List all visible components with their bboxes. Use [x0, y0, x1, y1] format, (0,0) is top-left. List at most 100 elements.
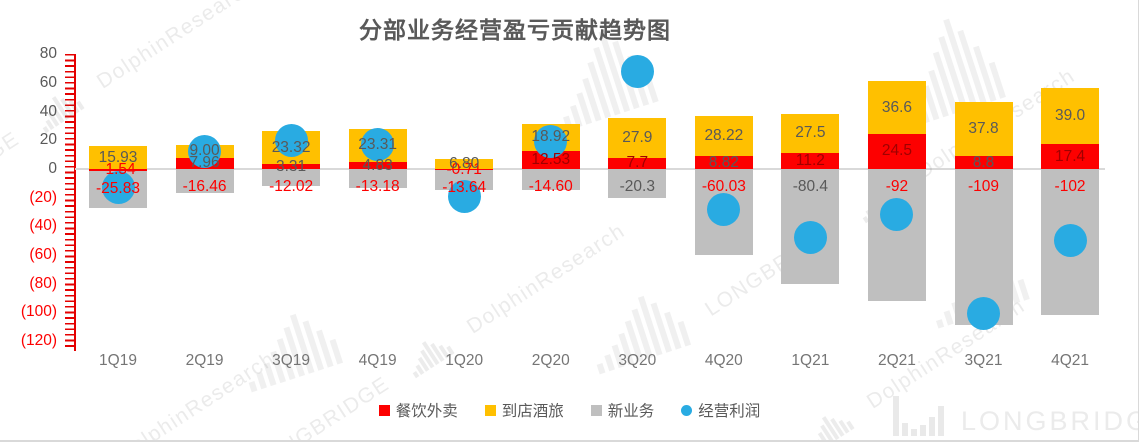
logo-bars-icon	[893, 396, 944, 436]
y-tick-label: 40	[39, 102, 57, 120]
bar-value-label: 8.82	[708, 153, 739, 171]
y-tick-label: (60)	[29, 245, 57, 263]
bar-segment-in-store-hotel-travel	[608, 118, 667, 158]
bar-value-label: -80.4	[792, 178, 829, 195]
x-axis-label: 2Q21	[877, 352, 916, 369]
bar-value-label: 3.31	[276, 157, 307, 175]
legend-marker-icon	[590, 404, 602, 416]
legend-item: 经营利润	[681, 399, 760, 421]
bar-segment-new-initiatives	[175, 169, 234, 193]
operating-profit-dot	[188, 135, 222, 169]
bar-segment-in-store-hotel-travel	[435, 159, 494, 169]
x-axis-label: 3Q19	[272, 352, 311, 369]
watermark-bars-icon	[233, 305, 344, 393]
bar-segment-new-initiatives	[348, 169, 407, 188]
bar-value-label: 7.96	[189, 154, 220, 172]
bar-segment-food-delivery	[608, 157, 667, 169]
chart-legend: 餐饮外卖 到店酒旅 新业务 经营利润	[0, 399, 1138, 421]
y-tick-label: (120)	[20, 331, 57, 349]
bar-value-label: -20.3	[619, 178, 655, 195]
x-axis-label: 1Q21	[791, 352, 830, 369]
operating-profit-dot	[101, 171, 135, 205]
operating-profit-dot	[793, 221, 827, 255]
x-axis-label: 3Q21	[964, 352, 1003, 369]
bar-segment-food-delivery	[1041, 144, 1100, 169]
bar-value-label: -92	[885, 178, 909, 195]
bar-value-label: 6.80	[449, 155, 480, 173]
bar-value-label: 18.92	[531, 128, 571, 146]
y-tick-label: (40)	[29, 217, 57, 235]
legend-marker-icon	[681, 404, 693, 416]
bar-segment-in-store-hotel-travel	[954, 102, 1013, 157]
bar-value-label: 8.8	[972, 153, 995, 171]
bar-value-label: 39.0	[1054, 107, 1086, 125]
bar-segment-new-initiatives	[608, 169, 667, 199]
legend-label: 到店酒旅	[501, 403, 564, 420]
bar-segment-new-initiatives	[262, 169, 321, 187]
y-tick-label: 0	[48, 160, 57, 177]
bar-value-label: 27.9	[622, 128, 653, 146]
legend-marker-icon	[484, 404, 496, 416]
chart-title: 分部业务经营盈亏贡献趋势图	[359, 17, 671, 43]
y-tick-label: 20	[39, 131, 57, 149]
bar-value-label: 28.22	[704, 127, 744, 145]
bar-value-label: 27.5	[795, 124, 826, 142]
bar-value-label: 23.32	[271, 138, 311, 156]
bar-value-label: -16.46	[182, 178, 227, 195]
bar-value-label: 37.8	[968, 120, 999, 138]
y-axis-ruler	[65, 54, 76, 351]
bar-segment-food-delivery	[867, 133, 926, 169]
bar-segment-food-delivery	[954, 156, 1013, 169]
bar-segment-in-store-hotel-travel	[89, 146, 147, 169]
bar-value-label: -60.03	[701, 178, 746, 195]
bar-segment-new-initiatives	[867, 169, 926, 301]
legend-label: 新业务	[607, 403, 655, 420]
operating-profit-dot	[534, 125, 568, 159]
bar-value-label: -13.18	[355, 178, 400, 195]
bar-segment-in-store-hotel-travel	[781, 113, 840, 153]
bar-segment-food-delivery	[521, 151, 580, 169]
bar-value-label: -14.60	[528, 178, 573, 195]
bar-value-label: -102	[1054, 178, 1086, 195]
bar-value-label: 11.2	[795, 151, 825, 169]
bar-value-label: 4.83	[362, 156, 393, 174]
bar-value-label: -109	[967, 178, 1000, 195]
bar-value-label: -12.02	[269, 178, 314, 195]
longbridge-logo: LONGBRIDGE	[893, 396, 1138, 436]
y-tick-label: (80)	[29, 274, 57, 292]
bar-value-label: 17.4	[1054, 147, 1086, 165]
y-tick-label: (100)	[20, 303, 57, 321]
bar-segment-new-initiatives	[521, 169, 580, 190]
bar-segment-food-delivery	[89, 169, 147, 172]
bar-value-label: 12.53	[531, 151, 571, 169]
bar-segment-food-delivery	[262, 164, 321, 169]
bar-value-label: 7.7	[626, 154, 649, 172]
operating-profit-dot	[361, 128, 395, 162]
bar-segment-in-store-hotel-travel	[867, 81, 926, 134]
bar-value-label: 23.31	[358, 136, 398, 154]
bar-value-label: 9.00	[189, 142, 220, 160]
legend-marker-icon	[378, 404, 390, 416]
zero-gridline	[75, 168, 1105, 170]
y-tick-label: 80	[39, 45, 57, 63]
bar-value-label: 15.93	[98, 148, 138, 166]
legend-label: 经营利润	[698, 403, 761, 420]
operating-profit-dot	[707, 192, 741, 226]
bar-segment-in-store-hotel-travel	[1041, 88, 1100, 145]
x-axis-label: 2Q19	[185, 352, 224, 369]
logo-wordmark: LONGBRIDGE	[961, 406, 1138, 436]
bar-value-label: -0.71	[446, 160, 482, 178]
bar-value-label: 24.5	[881, 142, 913, 160]
x-axis-label: 4Q21	[1051, 352, 1089, 369]
x-axis-label: 1Q19	[99, 352, 137, 369]
operating-profit-dot	[620, 55, 654, 89]
legend-item: 新业务	[590, 399, 655, 421]
x-axis-label: 2Q20	[531, 352, 570, 369]
legend-item: 餐饮外卖	[378, 399, 458, 421]
legend-label: 餐饮外卖	[395, 403, 458, 420]
bar-segment-food-delivery	[781, 152, 840, 169]
bar-segment-food-delivery	[435, 169, 494, 171]
bar-value-label: -25.83	[96, 180, 140, 198]
bar-value-label: -1.54	[100, 161, 136, 179]
